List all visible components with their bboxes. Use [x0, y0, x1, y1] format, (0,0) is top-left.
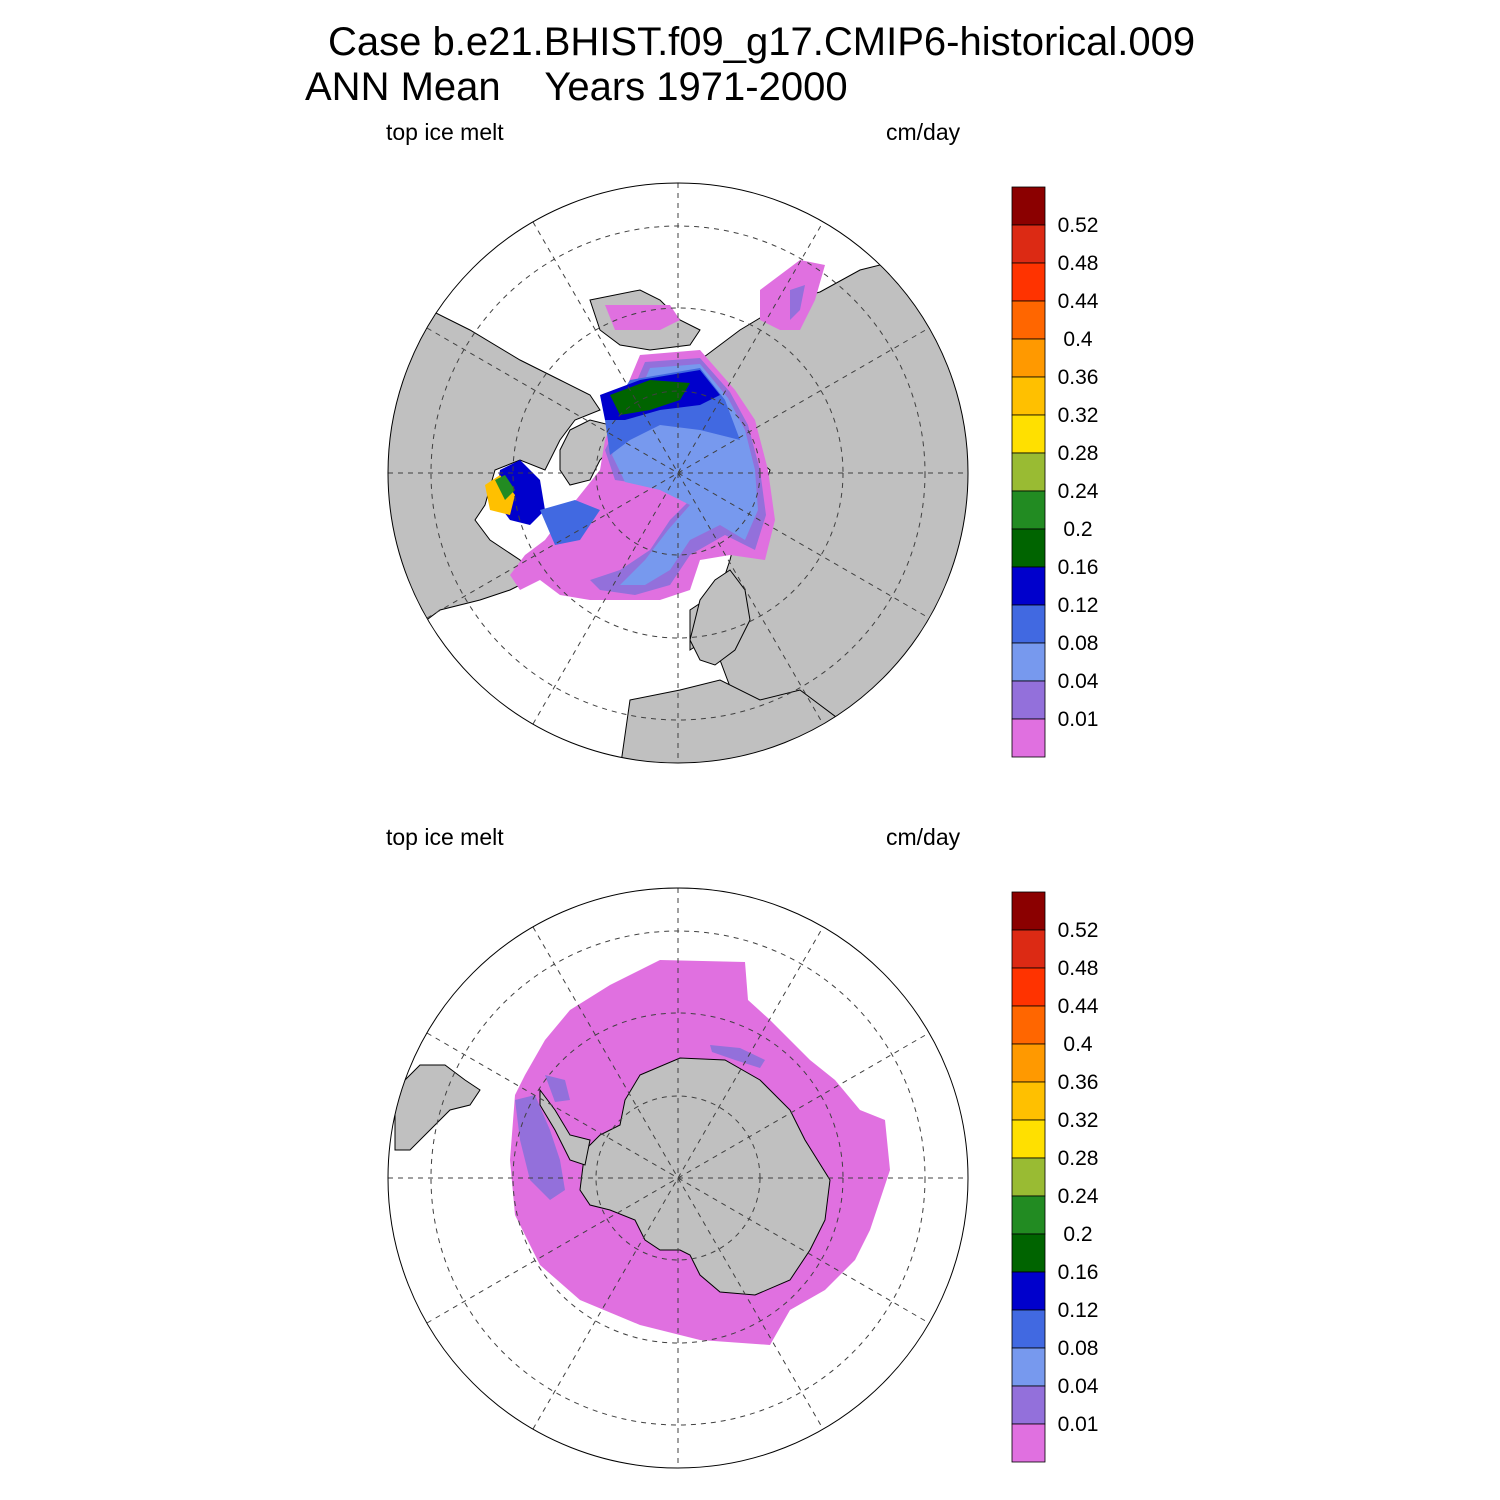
colorbar-top-swatch	[1011, 490, 1046, 530]
colorbar-bottom-swatch	[1011, 1347, 1046, 1387]
colorbar-bottom-tick-label: 0.01	[1058, 1413, 1099, 1436]
ross-melt-lavender	[710, 1045, 765, 1068]
colorbar-bottom-tick-label: 0.4	[1063, 1033, 1093, 1056]
colorbar-top-tick-label: 0.2	[1063, 518, 1092, 541]
colorbar-top-swatch	[1011, 186, 1046, 226]
colorbar-top-tick-label: 0.16	[1058, 556, 1099, 579]
colorbar-top-tick-label: 0.4	[1063, 328, 1093, 351]
colorbar-top-tick-label: 0.28	[1058, 442, 1099, 465]
scandinavia-land	[689, 569, 751, 666]
colorbar-bottom-swatch	[1011, 891, 1046, 931]
colorbar-bottom-swatch	[1011, 1271, 1046, 1311]
colorbar-top-swatch	[1011, 642, 1046, 682]
colorbar-bottom-tick-label: 0.32	[1058, 1109, 1099, 1132]
colorbar-top-swatch	[1011, 262, 1046, 302]
colorbar-top-swatch	[1011, 680, 1046, 720]
okhotsk-melt-lavender	[790, 285, 805, 320]
colorbar-top: 0.52 0.48 0.44 0.4 0.36 0.32 0.28 0.24 0.2 0.16 0.…	[1011, 186, 1099, 758]
colorbar-bottom: 0.52 0.48 0.44 0.4 0.36 0.32 0.28 0.24 0.2 0.16 0.…	[1011, 891, 1099, 1463]
colorbar-top-tick-label: 0.52	[1058, 214, 1099, 237]
colorbar-top-swatch	[1011, 224, 1046, 264]
arctic-polar-map	[387, 182, 969, 764]
hudson-bay-melt-green	[495, 475, 515, 500]
colorbar-top-swatch	[1011, 452, 1046, 492]
colorbar-bottom-tick-label: 0.12	[1058, 1299, 1099, 1322]
colorbar-bottom-tick-label: 0.48	[1058, 957, 1099, 980]
colorbar-bottom-tick-label: 0.24	[1058, 1185, 1099, 1208]
weddell-melt-lavender	[545, 1075, 570, 1102]
colorbar-top-tick-label: 0.01	[1058, 708, 1099, 731]
colorbar-bottom-swatch	[1011, 929, 1046, 969]
plot-title-line2: ANN Mean Years 1971-2000	[305, 65, 848, 109]
colorbar-bottom-swatch	[1011, 1081, 1046, 1121]
peninsula-melt-lavender	[515, 1095, 565, 1200]
colorbar-bottom-swatch	[1011, 1195, 1046, 1235]
colorbar-bottom-swatch	[1011, 1005, 1046, 1045]
colorbar-top-swatch	[1011, 718, 1046, 758]
colorbar-bottom-swatch	[1011, 1233, 1046, 1273]
colorbar-bottom-tick-label: 0.04	[1058, 1375, 1099, 1398]
colorbar-bottom-swatch	[1011, 1309, 1046, 1349]
colorbar-bottom-tick-label: 0.16	[1058, 1261, 1099, 1284]
colorbar-bottom-swatch	[1011, 1423, 1046, 1463]
antarctic-polar-map	[387, 887, 969, 1469]
arctic-archipelago-land	[559, 419, 616, 486]
antarctic-peninsula-land	[539, 1088, 591, 1166]
colorbar-top-swatch	[1011, 414, 1046, 454]
colorbar-top-tick-label: 0.44	[1058, 290, 1099, 313]
baffin-melt-blue	[540, 500, 600, 545]
colorbar-top-tick-label: 0.48	[1058, 252, 1099, 275]
colorbar-bottom-swatch	[1011, 1157, 1046, 1197]
colorbar-top-swatch	[1011, 300, 1046, 340]
colorbar-top-tick-label: 0.08	[1058, 632, 1099, 655]
plot-title-line1: Case b.e21.BHIST.f09_g17.CMIP6-historica…	[328, 20, 1196, 64]
panel1-variable-label: top ice melt	[386, 119, 504, 145]
colorbar-bottom-swatch	[1011, 1119, 1046, 1159]
colorbar-top-swatch	[1011, 528, 1046, 568]
colorbar-bottom-tick-label: 0.36	[1058, 1071, 1099, 1094]
colorbar-bottom-swatch	[1011, 1043, 1046, 1083]
colorbar-top-tick-label: 0.12	[1058, 594, 1099, 617]
panel2-variable-label: top ice melt	[386, 824, 504, 850]
colorbar-bottom-swatch	[1011, 967, 1046, 1007]
panel2-units-label: cm/day	[886, 824, 961, 850]
south-america-land	[394, 1064, 481, 1151]
colorbar-top-swatch	[1011, 566, 1046, 606]
colorbar-bottom-tick-label: 0.52	[1058, 919, 1099, 942]
colorbar-bottom-tick-label: 0.44	[1058, 995, 1099, 1018]
colorbar-bottom-tick-label: 0.28	[1058, 1147, 1099, 1170]
colorbar-top-swatch	[1011, 376, 1046, 416]
colorbar-top-tick-label: 0.32	[1058, 404, 1099, 427]
colorbar-top-tick-label: 0.04	[1058, 670, 1099, 693]
colorbar-bottom-tick-label: 0.2	[1063, 1223, 1092, 1246]
colorbar-top-swatch	[1011, 604, 1046, 644]
panel1-units-label: cm/day	[886, 119, 961, 145]
colorbar-bottom-swatch	[1011, 1385, 1046, 1425]
colorbar-top-swatch	[1011, 338, 1046, 378]
colorbar-top-tick-label: 0.36	[1058, 366, 1099, 389]
colorbar-bottom-tick-label: 0.08	[1058, 1337, 1099, 1360]
colorbar-top-tick-label: 0.24	[1058, 480, 1099, 503]
bering-sea-melt-pink	[605, 305, 680, 330]
